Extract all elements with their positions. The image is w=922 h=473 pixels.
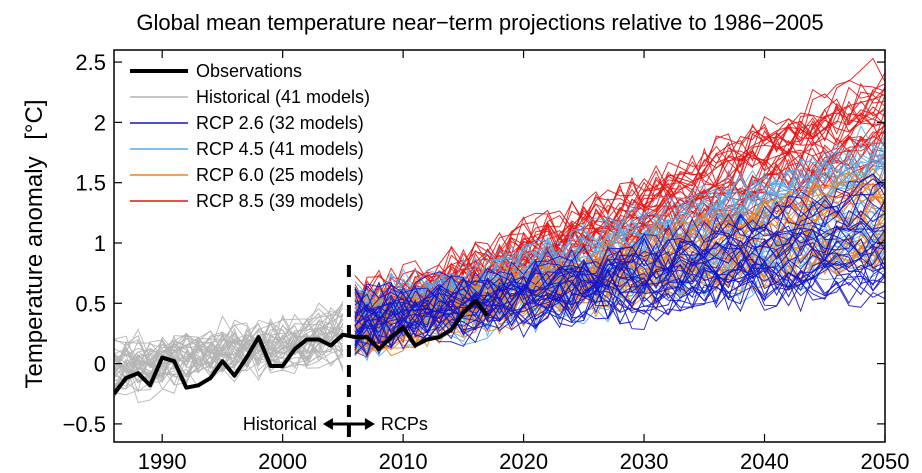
model-run-line [354, 257, 885, 331]
legend-label: RCP 8.5 (39 models) [196, 191, 364, 211]
model-run-line [114, 329, 344, 373]
model-run-line [354, 262, 885, 323]
y-axis-label: Temperature anomaly [°C] [21, 99, 48, 388]
y-tick-label: 2.5 [75, 50, 106, 75]
x-tick-label: 2030 [620, 449, 669, 473]
model-run-line [354, 86, 885, 317]
y-tick-label: 1 [94, 231, 106, 256]
model-run-line [354, 265, 885, 338]
model-run-line [114, 301, 344, 384]
model-run-line [354, 173, 885, 345]
x-axis-ticks: 1990 2000 2010 2020 2030 2040 2050 [138, 50, 910, 473]
rcps-annotation: RCPs [381, 414, 428, 434]
x-tick-label: 1990 [138, 449, 187, 473]
x-tick-label: 2020 [499, 449, 548, 473]
y-axis-unit: [°C] [21, 99, 48, 139]
model-run-line [354, 275, 885, 346]
x-tick-label: 2040 [740, 449, 789, 473]
model-run-line [354, 178, 885, 330]
svg-text:Temperature anomaly [°C]: Temperature anomaly [°C] [21, 99, 48, 388]
y-tick-label: 2 [94, 110, 106, 135]
y-axis-ticks: −0.5 0 0.5 1 1.5 2 2.5 [63, 50, 885, 437]
period-annotation: Historical RCPs [243, 414, 428, 434]
model-run-line [354, 229, 885, 318]
observations-layer [114, 298, 490, 396]
model-run-line [354, 222, 885, 327]
model-run-line [114, 310, 344, 372]
double-arrow-icon [322, 418, 375, 430]
legend-label: RCP 4.5 (41 models) [196, 139, 364, 159]
y-tick-label: 1.5 [75, 171, 106, 196]
model-run-line [354, 225, 885, 345]
x-tick-label: 2010 [379, 449, 428, 473]
x-tick-label: 2050 [861, 449, 910, 473]
plot-frame [113, 49, 886, 443]
legend-label: RCP 2.6 (32 models) [196, 113, 364, 133]
y-tick-label: −0.5 [63, 412, 106, 437]
model-series-layer [114, 57, 885, 404]
model-run-line [354, 143, 885, 308]
chart-title: Global mean temperature near−term projec… [136, 10, 823, 35]
model-run-line [354, 237, 885, 318]
model-run-line [114, 331, 344, 404]
model-run-line [114, 313, 344, 379]
y-tick-label: 0 [94, 352, 106, 377]
model-run-line [114, 319, 344, 379]
model-run-line [114, 324, 344, 374]
y-axis-label-text: Temperature anomaly [21, 156, 48, 388]
model-run-line [354, 223, 885, 314]
legend-label: Observations [196, 61, 302, 81]
model-run-line [354, 168, 885, 300]
legend-label: RCP 6.0 (25 models) [196, 165, 364, 185]
legend-label: Historical (41 models) [196, 87, 370, 107]
historical-annotation: Historical [243, 414, 317, 434]
y-tick-label: 0.5 [75, 291, 106, 316]
legend: Observations Historical (41 models) RCP 2.… [130, 61, 370, 211]
model-run-line [354, 220, 885, 314]
model-run-line [354, 197, 885, 317]
x-tick-label: 2000 [258, 449, 307, 473]
observations-line [114, 298, 490, 396]
